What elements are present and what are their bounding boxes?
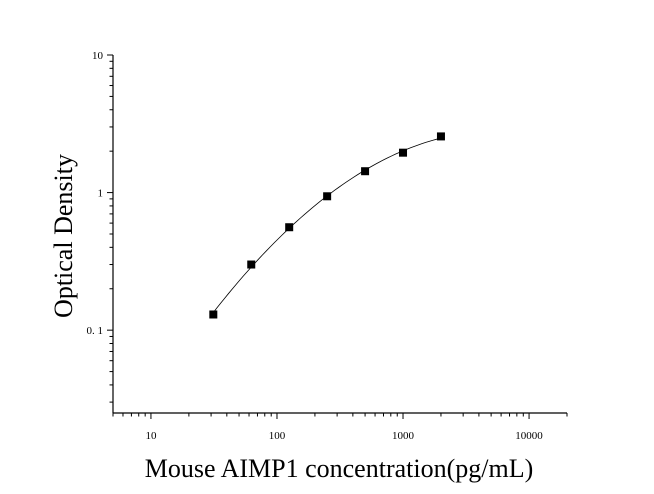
- y-tick-label: 10: [92, 50, 104, 62]
- x-tick-label: 10: [145, 430, 157, 442]
- fit-curve: [212, 137, 442, 313]
- y-tick-label: 1: [98, 188, 104, 200]
- x-tick-label: 10000: [515, 430, 543, 442]
- axes: [112, 55, 567, 414]
- fit-curve-layer: [212, 137, 442, 313]
- tick-labels: 10 100 1000 10000 0. 1 1 10: [87, 50, 544, 442]
- data-point: [285, 223, 294, 232]
- y-tick-label: 0. 1: [87, 325, 104, 337]
- data-point: [323, 192, 332, 201]
- data-point: [247, 260, 256, 269]
- x-tick-label: 100: [269, 430, 286, 442]
- data-point: [436, 132, 445, 141]
- x-axis-title: Mouse AIMP1 concentration(pg/mL): [145, 454, 534, 483]
- data-point: [399, 148, 408, 157]
- y-axis-title: Optical Density: [49, 154, 78, 318]
- data-point: [361, 167, 370, 176]
- data-points: [209, 132, 445, 319]
- x-tick-label: 1000: [392, 430, 415, 442]
- tick-marks: [107, 54, 568, 419]
- data-point: [209, 310, 218, 319]
